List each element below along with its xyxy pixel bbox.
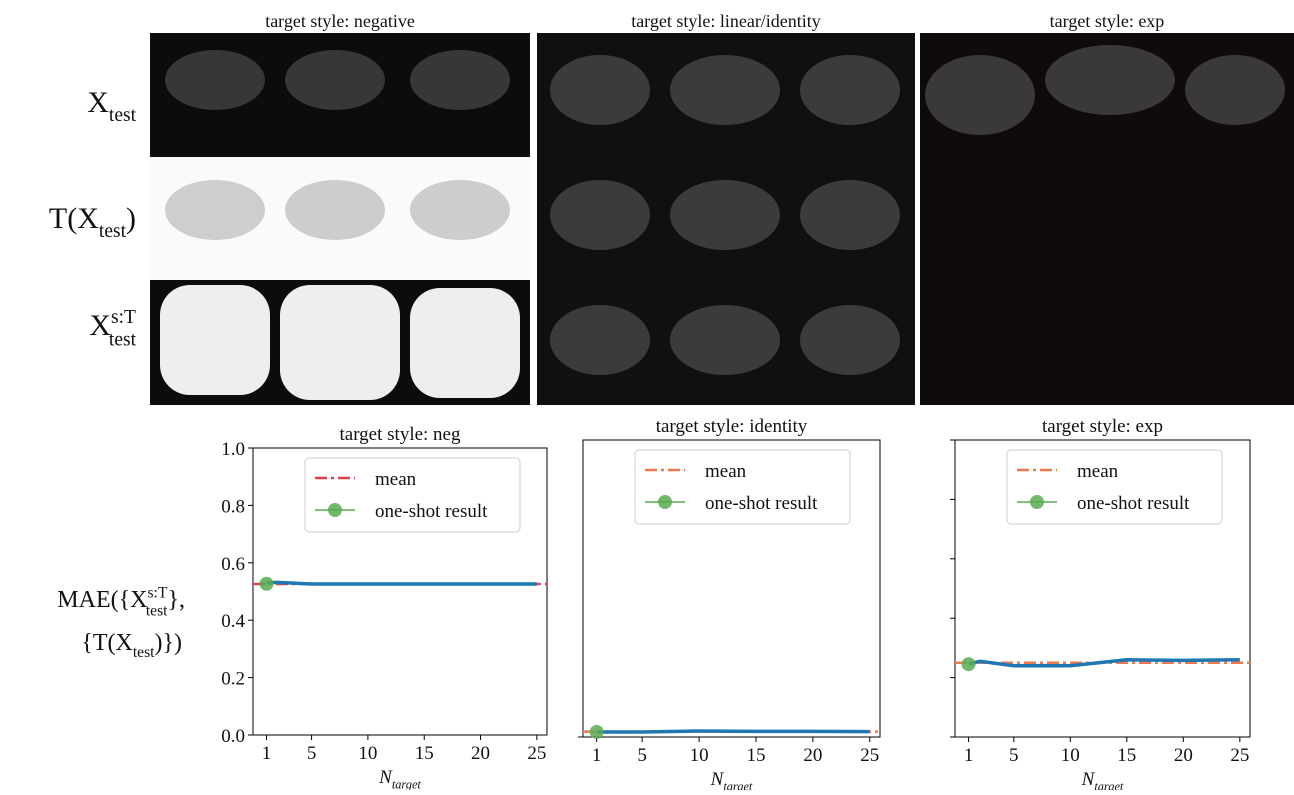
text-part: target	[392, 778, 422, 790]
text-part: {T(X	[81, 630, 133, 656]
text-part: },	[167, 587, 185, 613]
x-tick-label: 10	[1061, 745, 1080, 766]
y-tick-label: 0.2	[221, 669, 245, 690]
math-label: Ntarget	[378, 767, 421, 790]
x-tick-label: 25	[1230, 745, 1249, 766]
panel-title: target style: exp	[1050, 11, 1165, 31]
figure: target style: negative target style: line…	[0, 0, 1294, 790]
legend-swatch	[1030, 495, 1044, 509]
text-part: test	[99, 221, 127, 242]
text-part: MAE({X	[57, 587, 147, 613]
legend-label: mean	[705, 461, 747, 482]
x-tick-label: 5	[307, 743, 317, 764]
y-tick-label: 0.6	[221, 554, 245, 575]
x-tick-label: 15	[746, 745, 765, 766]
x-tick-label: 1	[262, 743, 272, 764]
legend-swatch	[658, 495, 672, 509]
data-line	[267, 582, 537, 584]
legend-label: mean	[1077, 461, 1119, 482]
text-part: T(X	[49, 202, 99, 235]
panel-title: target style: negative	[265, 11, 415, 31]
text-part: test	[109, 105, 137, 126]
x-tick-label: 15	[415, 743, 434, 764]
math-label: {T(Xtest)})	[81, 630, 182, 661]
chart-title: target style: exp	[1042, 416, 1163, 437]
one-shot-point	[260, 577, 274, 591]
x-tick-label: 5	[637, 745, 647, 766]
panel-title: target style: linear/identity	[631, 11, 821, 31]
text-part: s:T	[111, 307, 136, 328]
image-grid	[150, 33, 1294, 405]
x-tick-label: 15	[1117, 745, 1136, 766]
x-tick-label: 20	[1174, 745, 1193, 766]
text-part: test	[133, 644, 155, 661]
x-tick-label: 20	[471, 743, 490, 764]
text-part: )})	[154, 630, 182, 656]
x-tick-label: 25	[527, 743, 546, 764]
legend-label: one-shot result	[375, 501, 488, 522]
math-label: T(Xtest)	[49, 202, 136, 242]
x-tick-label: 20	[803, 745, 822, 766]
text-part: test	[146, 602, 168, 619]
one-shot-point	[590, 725, 604, 739]
legend-label: one-shot result	[705, 493, 818, 514]
text-part: )	[126, 202, 136, 235]
chart-title: target style: identity	[656, 416, 808, 437]
text-part: target	[1094, 780, 1124, 790]
text-part: X	[87, 86, 109, 119]
data-line	[597, 731, 870, 732]
y-tick-label: 0.8	[221, 496, 245, 517]
legend-label: one-shot result	[1077, 493, 1190, 514]
text-part: target	[723, 780, 753, 790]
text-part: test	[109, 330, 137, 351]
y-tick-label: 0.0	[221, 726, 245, 747]
x-tick-label: 10	[690, 745, 709, 766]
legend-label: mean	[375, 469, 417, 490]
y-tick-label: 0.4	[221, 611, 245, 632]
math-label: Ntarget	[710, 769, 753, 790]
x-tick-label: 1	[592, 745, 602, 766]
y-tick-label: 1.0	[221, 439, 245, 460]
x-tick-label: 1	[964, 745, 974, 766]
math-label: Ntarget	[1081, 769, 1124, 790]
legend-swatch	[328, 503, 342, 517]
text-part: s:T	[147, 584, 167, 601]
x-tick-label: 5	[1009, 745, 1019, 766]
x-tick-label: 25	[860, 745, 879, 766]
math-label: Xtest	[87, 86, 136, 126]
x-tick-label: 10	[358, 743, 377, 764]
one-shot-point	[962, 657, 976, 671]
chart-title: target style: neg	[339, 424, 461, 445]
